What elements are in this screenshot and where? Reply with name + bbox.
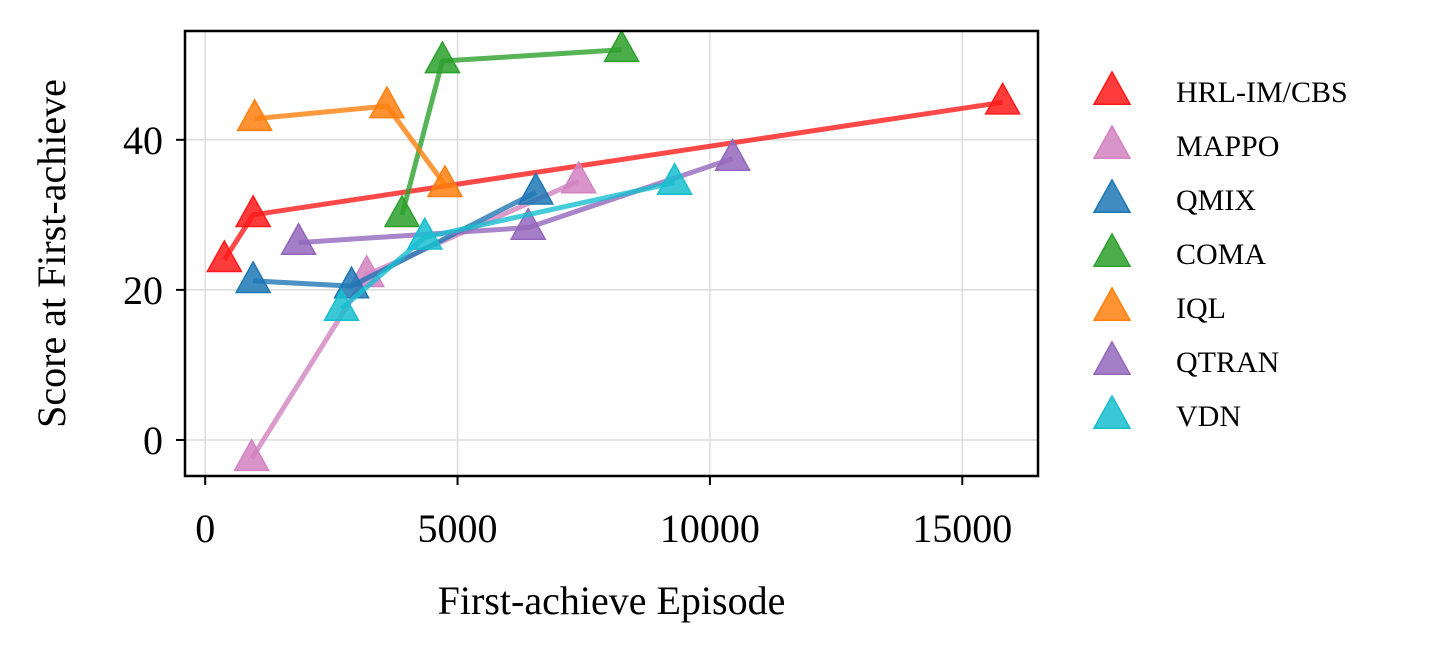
x-axis-label: First-achieve Episode	[438, 578, 786, 623]
grid-layer	[185, 31, 1038, 476]
triangle-point	[368, 85, 406, 119]
triangle-point	[560, 160, 597, 194]
series-coma	[383, 29, 640, 228]
triangle-point	[424, 40, 461, 74]
legend: HRL-IM/CBS MAPPO QMIX COMA IQL QTRAN VDN	[1092, 70, 1348, 433]
triangle-point	[406, 216, 444, 250]
legend-entry: MAPPO	[1092, 124, 1279, 163]
legend-entry: QTRAN	[1092, 340, 1279, 379]
y-tick-label: 0	[143, 418, 163, 463]
triangle-point	[426, 164, 464, 198]
triangle-point	[236, 98, 273, 132]
x-tick-label: 15000	[912, 506, 1012, 551]
triangle-point	[234, 260, 272, 294]
series-iql	[236, 85, 464, 198]
legend-entry: IQL	[1092, 286, 1226, 325]
y-axis-label: Score at First-achieve	[29, 79, 74, 428]
legend-marker	[1092, 232, 1132, 268]
legend-entry: COMA	[1092, 232, 1266, 271]
series-line	[254, 103, 447, 187]
triangle-point	[280, 222, 317, 255]
x-tick-label: 5000	[418, 506, 498, 551]
legend-label: QTRAN	[1176, 346, 1279, 379]
series-qtran	[280, 138, 751, 255]
series-hrl-im-cbs	[206, 81, 1021, 273]
triangle-point	[509, 207, 547, 240]
y-tick-label: 40	[123, 118, 163, 163]
legend-label: HRL-IM/CBS	[1176, 76, 1348, 109]
legend-label: IQL	[1176, 292, 1226, 325]
ticks-layer: 0 5000 10000 15000 0 20 40	[123, 118, 1012, 551]
series-layer	[206, 29, 1021, 472]
x-tick-label: 10000	[660, 506, 760, 551]
triangle-point	[234, 194, 272, 228]
series-vdn	[323, 162, 693, 322]
legend-marker	[1092, 178, 1132, 214]
legend-label: MAPPO	[1176, 130, 1279, 163]
legend-marker	[1092, 70, 1132, 106]
x-tick-label: 0	[195, 506, 215, 551]
legend-entry: HRL-IM/CBS	[1092, 70, 1348, 109]
legend-entry: VDN	[1092, 394, 1241, 433]
triangle-point	[233, 438, 270, 472]
legend-label: COMA	[1176, 238, 1266, 271]
triangle-point	[603, 29, 640, 63]
legend-marker	[1092, 340, 1132, 376]
triangle-point	[984, 81, 1021, 115]
triangle-point	[517, 171, 555, 205]
y-tick-label: 20	[123, 268, 163, 313]
plot-area-frame	[183, 29, 1040, 478]
legend-marker	[1092, 286, 1132, 322]
legend-marker	[1092, 124, 1132, 160]
triangle-point	[714, 138, 751, 171]
legend-label: VDN	[1176, 400, 1241, 433]
triangle-point	[656, 162, 693, 195]
series-line	[222, 99, 1004, 262]
legend-entry: QMIX	[1092, 178, 1256, 217]
triangle-point	[323, 288, 360, 322]
triangle-point	[206, 239, 243, 273]
legend-marker	[1092, 394, 1132, 430]
legend-label: QMIX	[1176, 184, 1256, 217]
triangle-point	[383, 194, 421, 228]
